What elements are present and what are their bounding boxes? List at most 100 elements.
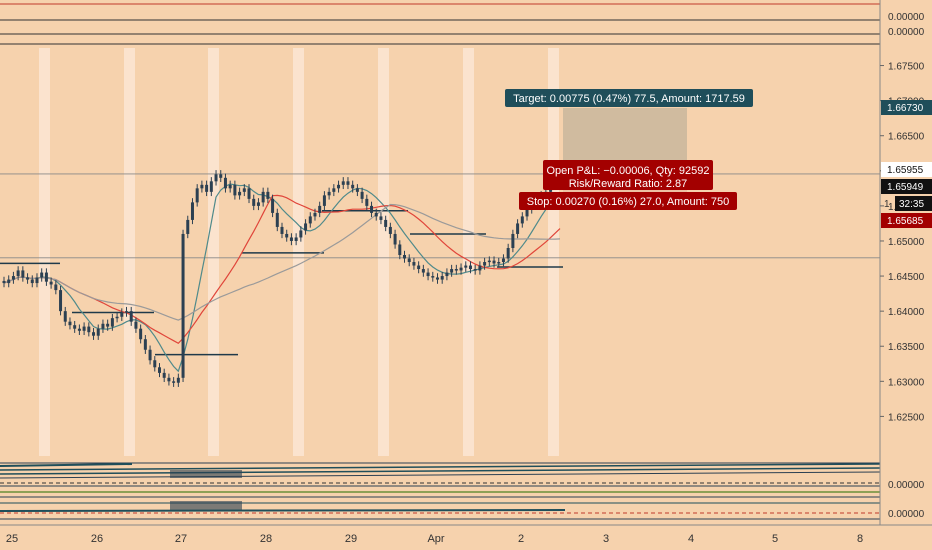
price-axis[interactable]: 1.675001.670001.665001.660001.655001.650… (879, 0, 932, 525)
candle-body-48 (228, 184, 232, 189)
candle-body-57 (271, 198, 275, 213)
candle-body-19 (92, 332, 96, 336)
ma-slow (3, 203, 561, 321)
candle-body-81 (384, 219, 388, 227)
session-band-3 (293, 48, 304, 456)
candle-body-36 (172, 381, 176, 383)
candle-body-68 (322, 195, 326, 206)
candle-body-13 (63, 311, 67, 322)
countdown-prefix: 1. (884, 199, 892, 210)
candle-body-29 (139, 328, 143, 340)
candle-body-69 (327, 191, 331, 196)
candle-body-104 (492, 260, 496, 264)
candle-body-59 (280, 226, 284, 234)
countdown-text: 32:35 (899, 199, 924, 210)
candle-body-103 (487, 260, 491, 263)
candle-body-22 (106, 323, 110, 327)
candle-body-96 (454, 269, 458, 271)
candle-body-42 (200, 184, 204, 189)
target-price-text: 1.66730 (887, 103, 924, 114)
candle-body-65 (308, 216, 312, 224)
candle-body-0 (2, 280, 6, 284)
candle-body-32 (153, 360, 157, 368)
candle-body-102 (483, 262, 487, 266)
candle-body-39 (186, 219, 190, 234)
candle-body-9 (44, 272, 48, 282)
candle-body-100 (473, 269, 477, 271)
horizontal-levels (0, 210, 563, 356)
candle-body-5 (26, 277, 30, 280)
indicator2-axis-label: 0.00000 (888, 509, 925, 520)
candle-body-99 (468, 265, 472, 270)
candle-body-101 (478, 265, 482, 271)
candle-body-111 (525, 209, 529, 217)
session-band-0 (39, 48, 50, 456)
session-band-1 (124, 48, 135, 456)
candle-body-106 (501, 258, 505, 263)
session-band-5 (463, 48, 474, 456)
session-band-4 (378, 48, 389, 456)
candle-body-83 (393, 233, 397, 245)
candle-body-74 (351, 184, 355, 189)
candle-body-45 (214, 174, 218, 182)
candle-body-55 (261, 191, 265, 203)
candle-body-46 (219, 174, 223, 178)
candle-body-33 (157, 367, 161, 373)
last-price-tag (881, 179, 932, 194)
time-axis-label-6: 2 (518, 533, 524, 545)
stop-price-text: 1.65685 (887, 216, 924, 227)
candle-body-73 (346, 181, 350, 185)
candle-body-10 (49, 281, 53, 285)
pnl-label-line2: Risk/Reward Ratio: 2.87 (569, 178, 688, 190)
indicator1-axis-label: 0.00000 (888, 480, 925, 491)
session-band-2 (208, 48, 219, 456)
price-axis-label-10: 1.62500 (888, 412, 925, 423)
candle-body-92 (435, 277, 439, 280)
moving-averages (3, 183, 561, 373)
candle-body-17 (82, 326, 86, 331)
candle-body-70 (332, 188, 336, 192)
last-price-text: 1.65949 (887, 182, 924, 193)
price-axis-label-5: 1.65000 (888, 237, 925, 248)
price-axis-label-2: 1.66500 (888, 132, 925, 143)
indicator-pane-2 (0, 501, 880, 520)
candle-body-79 (374, 212, 378, 217)
pnl-label[interactable]: Open P&L: −0.00006, Qty: 92592 Risk/Rewa… (543, 160, 713, 190)
candle-body-41 (195, 188, 199, 203)
time-axis[interactable]: 25 26 27 28 29 Apr 2 3 4 5 8 (0, 524, 932, 550)
candle-body-3 (16, 270, 20, 277)
candle-body-93 (440, 276, 444, 280)
candle-body-15 (73, 325, 77, 329)
time-axis-labels: 25 26 27 28 29 Apr 2 3 4 5 8 (6, 533, 863, 545)
candle-body-80 (379, 216, 383, 220)
entry-price-tag (881, 162, 932, 177)
candle-body-60 (285, 233, 289, 238)
candle-body-62 (294, 237, 298, 241)
session-highlights (39, 48, 559, 456)
candle-body-105 (497, 262, 501, 264)
top-pane (0, 3, 880, 45)
candle-body-49 (233, 184, 237, 196)
price-axis-label-7: 1.64000 (888, 307, 925, 318)
candle-body-67 (318, 205, 322, 213)
time-axis-label-8: 4 (688, 533, 694, 545)
candle-body-98 (464, 265, 468, 268)
candle-body-31 (148, 349, 152, 361)
candle-body-58 (275, 212, 279, 227)
stop-price-tag (881, 213, 932, 228)
price-axis-label-8: 1.63500 (888, 342, 925, 353)
countdown-tag (895, 196, 932, 211)
candle-body-38 (181, 233, 185, 378)
candle-body-27 (129, 311, 133, 322)
time-axis-label-3: 28 (260, 533, 272, 545)
candle-body-72 (341, 181, 345, 185)
candle-body-35 (167, 377, 171, 382)
session-band-6 (548, 48, 559, 456)
candle-body-47 (223, 177, 227, 189)
stop-label[interactable]: Stop: 0.00270 (0.16%) 27.0, Amount: 750 (519, 192, 737, 210)
candle-body-53 (252, 198, 256, 206)
candle-body-61 (289, 237, 293, 241)
target-label[interactable]: Target: 0.00775 (0.47%) 77.5, Amount: 17… (505, 89, 753, 107)
candle-body-2 (11, 276, 15, 280)
